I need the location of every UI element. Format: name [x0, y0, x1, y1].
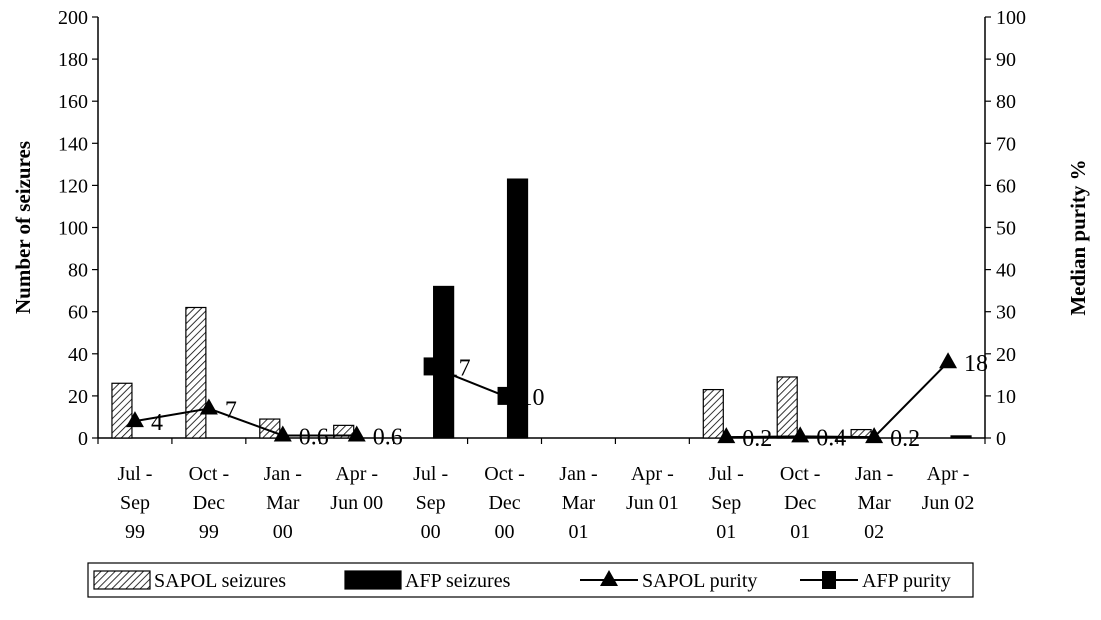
legend-label: SAPOL seizures [154, 570, 286, 592]
legend-swatch-afp-seizures [344, 570, 402, 590]
legend: SAPOL seizures AFP seizures SAPOL purity AF… [87, 562, 974, 598]
right-tick-label: 0 [996, 428, 1006, 450]
purity-data-label: 17 [447, 355, 471, 381]
afp-purity-point [497, 386, 512, 405]
category-label: Jul -Sep 99 [117, 463, 152, 543]
left-tick-label: 140 [58, 133, 88, 155]
left-tick-label: 0 [78, 428, 88, 450]
sapol-seizures-bar [185, 306, 207, 439]
right-tick-label: 70 [996, 133, 1016, 155]
right-tick-label: 30 [996, 302, 1016, 324]
sapol-seizures-bar [776, 376, 798, 439]
purity-data-label: 18 [964, 351, 988, 377]
purity-data-label: 0.2 [890, 426, 920, 452]
category-label: Oct -Dec 99 [189, 463, 230, 543]
legend-marker-triangle [600, 570, 618, 586]
afp-seizures-bar [506, 178, 529, 439]
right-tick-label: 20 [996, 344, 1016, 366]
sapol-purity-point [865, 427, 884, 444]
right-tick-label: 100 [996, 7, 1026, 29]
sapol-purity-point [791, 426, 810, 443]
y2-axis-title: Median purity % [1066, 159, 1090, 315]
purity-data-label: 0.6 [373, 424, 403, 450]
category-label: Apr -Jun 01 [626, 463, 679, 514]
category-label: Jan -Mar 01 [559, 463, 597, 543]
left-tick-label: 200 [58, 7, 88, 29]
category-label: Apr -Jun 00 [330, 463, 383, 514]
category-label: Jul -Sep 00 [413, 463, 448, 543]
afp-purity-line [430, 365, 505, 397]
legend-marker-square [822, 571, 836, 589]
legend-label: AFP purity [862, 570, 951, 592]
right-tick-label: 80 [996, 91, 1016, 113]
category-label: Oct -Dec 01 [780, 463, 821, 543]
sapol-purity-point [273, 425, 292, 442]
left-tick-label: 80 [68, 260, 88, 282]
purity-data-label: 0.2 [742, 426, 772, 452]
left-tick-label: 120 [58, 175, 88, 197]
sapol-purity-point [199, 398, 218, 415]
purity-data-label: 0.4 [816, 425, 846, 451]
purity-data-label: 0.6 [299, 424, 329, 450]
purity-data-label: 10 [521, 385, 545, 411]
category-label: Jan -Mar 00 [264, 463, 302, 543]
left-tick-label: 40 [68, 344, 88, 366]
legend-label: AFP seizures [405, 570, 511, 592]
category-label: Apr -Jun 02 [922, 463, 975, 514]
sapol-purity-point [347, 425, 366, 442]
right-tick-label: 40 [996, 260, 1016, 282]
category-label: Oct -Dec 00 [484, 463, 525, 543]
left-tick-label: 160 [58, 91, 88, 113]
y-axis-title: Number of seizures [11, 141, 35, 314]
sapol-seizures-bar [702, 388, 724, 439]
afp-purity-point [423, 357, 438, 376]
right-tick-label: 10 [996, 386, 1016, 408]
left-tick-label: 100 [58, 218, 88, 240]
purity-data-label: 7 [225, 398, 237, 424]
sapol-purity-line [726, 361, 949, 439]
category-label: Jan -Mar 02 [855, 463, 893, 543]
plot-area: 0 20 40 60 80 100 120 140 160 180 200 0 10 20 30 40 50 60… [11, 7, 1090, 543]
sapol-seizures-bar [111, 382, 133, 439]
category-label: Jul -Sep 01 [709, 463, 744, 543]
right-tick-label: 50 [996, 218, 1016, 240]
left-tick-label: 60 [68, 302, 88, 324]
afp-seizures-bar [950, 435, 972, 439]
sapol-purity-point [717, 427, 736, 444]
sapol-purity-point [939, 352, 958, 369]
right-tick-label: 60 [996, 175, 1016, 197]
legend-swatch-sapol-seizures [93, 570, 151, 590]
purity-data-label: 4 [151, 410, 163, 436]
left-tick-label: 20 [68, 386, 88, 408]
right-tick-label: 90 [996, 49, 1016, 71]
left-tick-label: 180 [58, 49, 88, 71]
sapol-purity-point [125, 411, 144, 428]
legend-label: SAPOL purity [642, 570, 757, 592]
sapol-purity-line [134, 407, 357, 437]
